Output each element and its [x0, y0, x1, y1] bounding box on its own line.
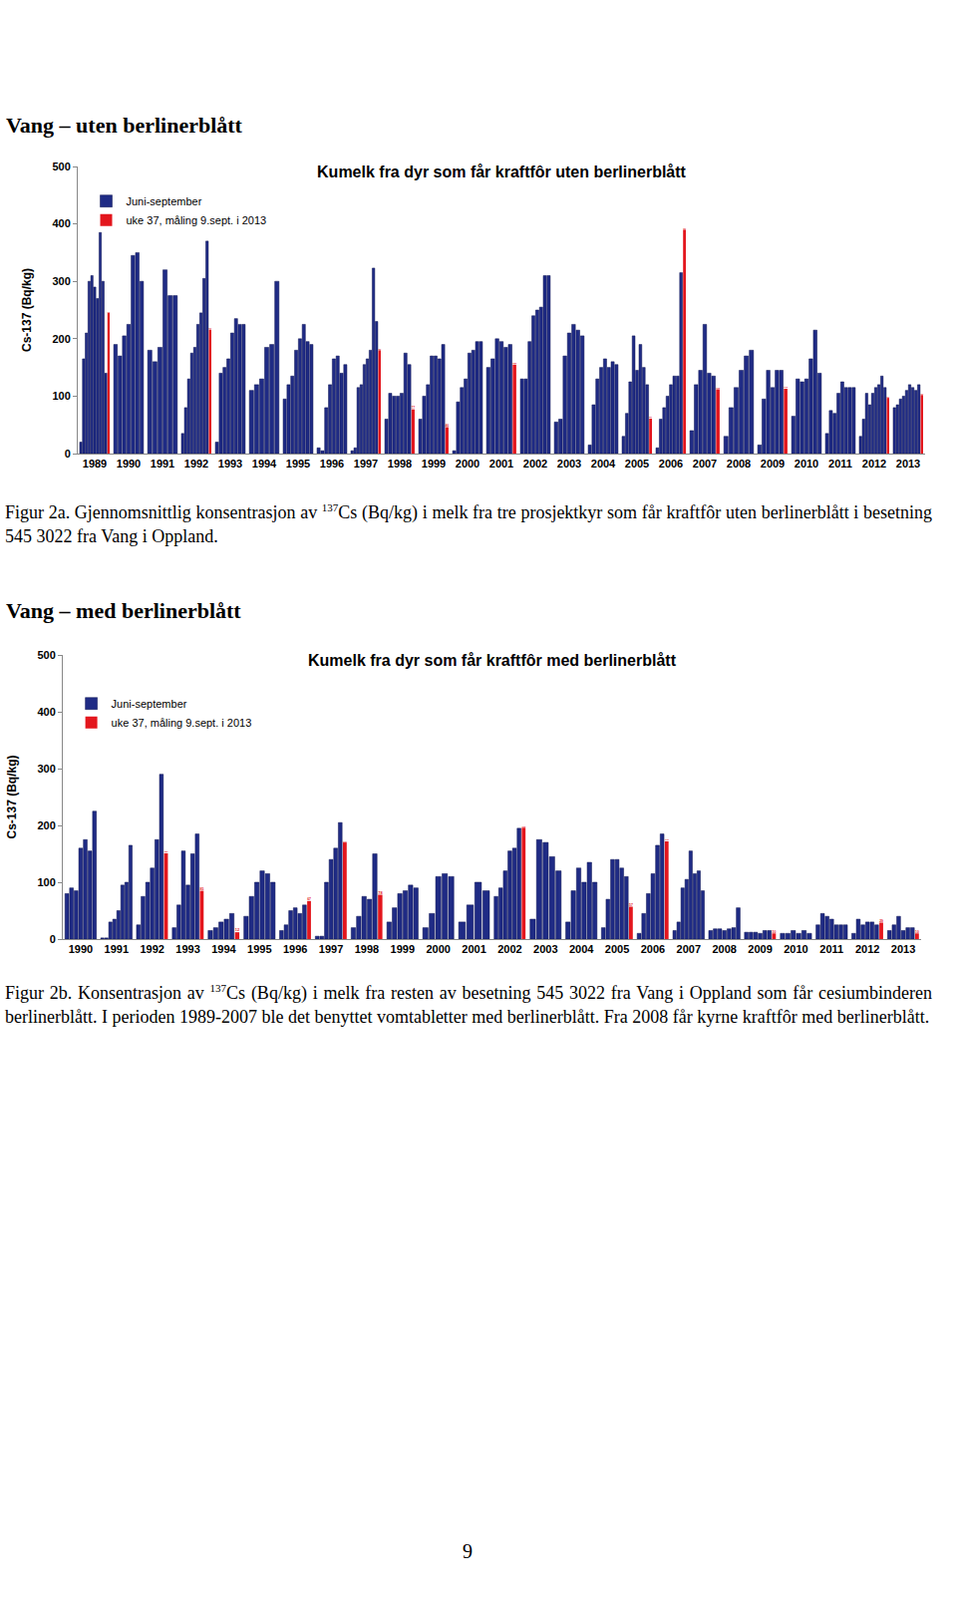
- svg-text:2001: 2001: [489, 457, 514, 470]
- svg-text:0: 0: [49, 933, 56, 946]
- svg-text:2006: 2006: [640, 943, 665, 956]
- html-text:9: 9: [462, 1540, 473, 1563]
- svg-text:67: 67: [307, 897, 312, 902]
- svg-text:1993: 1993: [218, 457, 243, 470]
- svg-text:1992: 1992: [139, 943, 164, 956]
- svg-text:400: 400: [36, 705, 55, 718]
- svg-text:155: 155: [512, 361, 517, 364]
- svg-text:2005: 2005: [605, 943, 630, 956]
- svg-text:1997: 1997: [319, 943, 343, 956]
- svg-text:uke 37, måling 9.sept. i 2013: uke 37, måling 9.sept. i 2013: [126, 214, 268, 227]
- svg-text:200: 200: [51, 332, 70, 345]
- svg-text:97: 97: [887, 395, 891, 398]
- html-text:Figur 2a. Gjennomsnittlig kons: Figur 2a. Gjennomsnittlig konsentrasjon …: [4, 501, 933, 547]
- svg-text:500: 500: [51, 160, 70, 173]
- svg-text:2009: 2009: [747, 943, 772, 956]
- svg-text:1995: 1995: [247, 943, 272, 956]
- svg-text:2013: 2013: [896, 457, 921, 470]
- svg-text:2010: 2010: [794, 457, 819, 470]
- svg-text:Kumelk fra dyr som får kraftfô: Kumelk fra dyr som får kraftfôr uten ber…: [317, 163, 687, 181]
- svg-text:2004: 2004: [569, 943, 595, 956]
- svg-text:2002: 2002: [523, 457, 548, 470]
- svg-text:1992: 1992: [184, 457, 209, 470]
- svg-text:61: 61: [648, 415, 652, 419]
- svg-text:2003: 2003: [533, 943, 558, 956]
- svg-text:1998: 1998: [387, 457, 412, 470]
- svg-text:2000: 2000: [455, 457, 480, 470]
- svg-text:85: 85: [200, 887, 205, 892]
- svg-text:112: 112: [715, 386, 720, 389]
- svg-text:2005: 2005: [625, 457, 649, 470]
- svg-text:0: 0: [64, 447, 71, 460]
- svg-text:180: 180: [378, 348, 382, 350]
- svg-text:1990: 1990: [68, 943, 93, 956]
- svg-text:100: 100: [36, 876, 55, 889]
- svg-text:100: 100: [51, 389, 70, 402]
- svg-text:113: 113: [783, 385, 788, 388]
- svg-text:uke 37, måling 9.sept. i 2013: uke 37, måling 9.sept. i 2013: [111, 716, 253, 729]
- svg-text:1999: 1999: [390, 943, 415, 956]
- svg-text:1996: 1996: [319, 457, 344, 470]
- svg-text:2000: 2000: [425, 943, 450, 956]
- svg-text:12: 12: [235, 927, 241, 933]
- svg-text:1990: 1990: [116, 457, 141, 470]
- svg-text:1991: 1991: [150, 457, 175, 470]
- svg-text:2008: 2008: [711, 943, 736, 956]
- svg-text:29: 29: [879, 919, 884, 924]
- svg-text:500: 500: [36, 648, 55, 661]
- svg-text:102: 102: [921, 393, 925, 395]
- svg-text:2004: 2004: [591, 457, 617, 470]
- svg-text:Kumelk fra dyr som får kraftfô: Kumelk fra dyr som får kraftfôr med berl…: [308, 651, 677, 669]
- svg-text:1989: 1989: [82, 457, 107, 470]
- svg-text:77: 77: [411, 405, 416, 410]
- svg-text:300: 300: [51, 275, 70, 288]
- svg-text:2003: 2003: [557, 457, 582, 470]
- svg-text:2007: 2007: [692, 457, 717, 470]
- svg-text:1998: 1998: [354, 943, 379, 956]
- svg-text:10: 10: [915, 930, 920, 935]
- svg-text:1995: 1995: [286, 457, 311, 470]
- svg-text:2009: 2009: [760, 457, 785, 470]
- svg-text:Juni-september: Juni-september: [111, 697, 188, 710]
- svg-text:2001: 2001: [461, 943, 486, 956]
- svg-text:2006: 2006: [658, 457, 683, 470]
- svg-text:2002: 2002: [497, 943, 522, 956]
- svg-text:Juni-september: Juni-september: [126, 195, 203, 208]
- svg-text:172: 172: [664, 838, 670, 841]
- svg-text:1994: 1994: [211, 943, 237, 956]
- svg-text:2013: 2013: [891, 943, 916, 956]
- svg-text:151: 151: [164, 850, 170, 853]
- svg-text:57: 57: [629, 903, 634, 908]
- svg-text:2008: 2008: [726, 457, 751, 470]
- svg-text:2011: 2011: [819, 943, 844, 956]
- svg-text:2010: 2010: [783, 943, 808, 956]
- svg-text:Cs-137 (Bq/kg): Cs-137 (Bq/kg): [19, 268, 34, 352]
- svg-text:196: 196: [521, 825, 527, 828]
- html-text:Vang – uten berlinerblått: Vang – uten berlinerblått: [5, 112, 243, 138]
- svg-text:2012: 2012: [862, 457, 887, 470]
- svg-text:Cs-137 (Bq/kg): Cs-137 (Bq/kg): [4, 754, 19, 839]
- svg-text:170: 170: [342, 840, 348, 843]
- svg-text:300: 300: [36, 762, 55, 775]
- svg-text:200: 200: [36, 819, 55, 832]
- html-text:Vang – med berlinerblått: Vang – med berlinerblått: [5, 598, 241, 624]
- svg-text:216: 216: [209, 327, 213, 329]
- svg-text:390: 390: [682, 227, 686, 230]
- svg-text:78: 78: [377, 890, 383, 896]
- svg-text:1993: 1993: [175, 943, 200, 956]
- html-text:Figur 2b. Konsentrasjon av137C: Figur 2b. Konsentrasjon av137Cs (Bq/kg) …: [4, 981, 933, 1027]
- svg-text:1996: 1996: [283, 943, 308, 956]
- svg-text:400: 400: [51, 217, 70, 230]
- svg-text:46: 46: [445, 423, 450, 428]
- svg-text:2012: 2012: [855, 943, 880, 956]
- svg-text:1999: 1999: [421, 457, 446, 470]
- svg-text:1994: 1994: [252, 457, 278, 470]
- svg-text:1991: 1991: [104, 943, 129, 956]
- svg-text:2007: 2007: [676, 943, 701, 956]
- svg-text:245: 245: [107, 311, 111, 314]
- svg-text:10: 10: [772, 930, 777, 935]
- svg-text:2011: 2011: [828, 457, 853, 470]
- svg-text:1997: 1997: [353, 457, 378, 470]
